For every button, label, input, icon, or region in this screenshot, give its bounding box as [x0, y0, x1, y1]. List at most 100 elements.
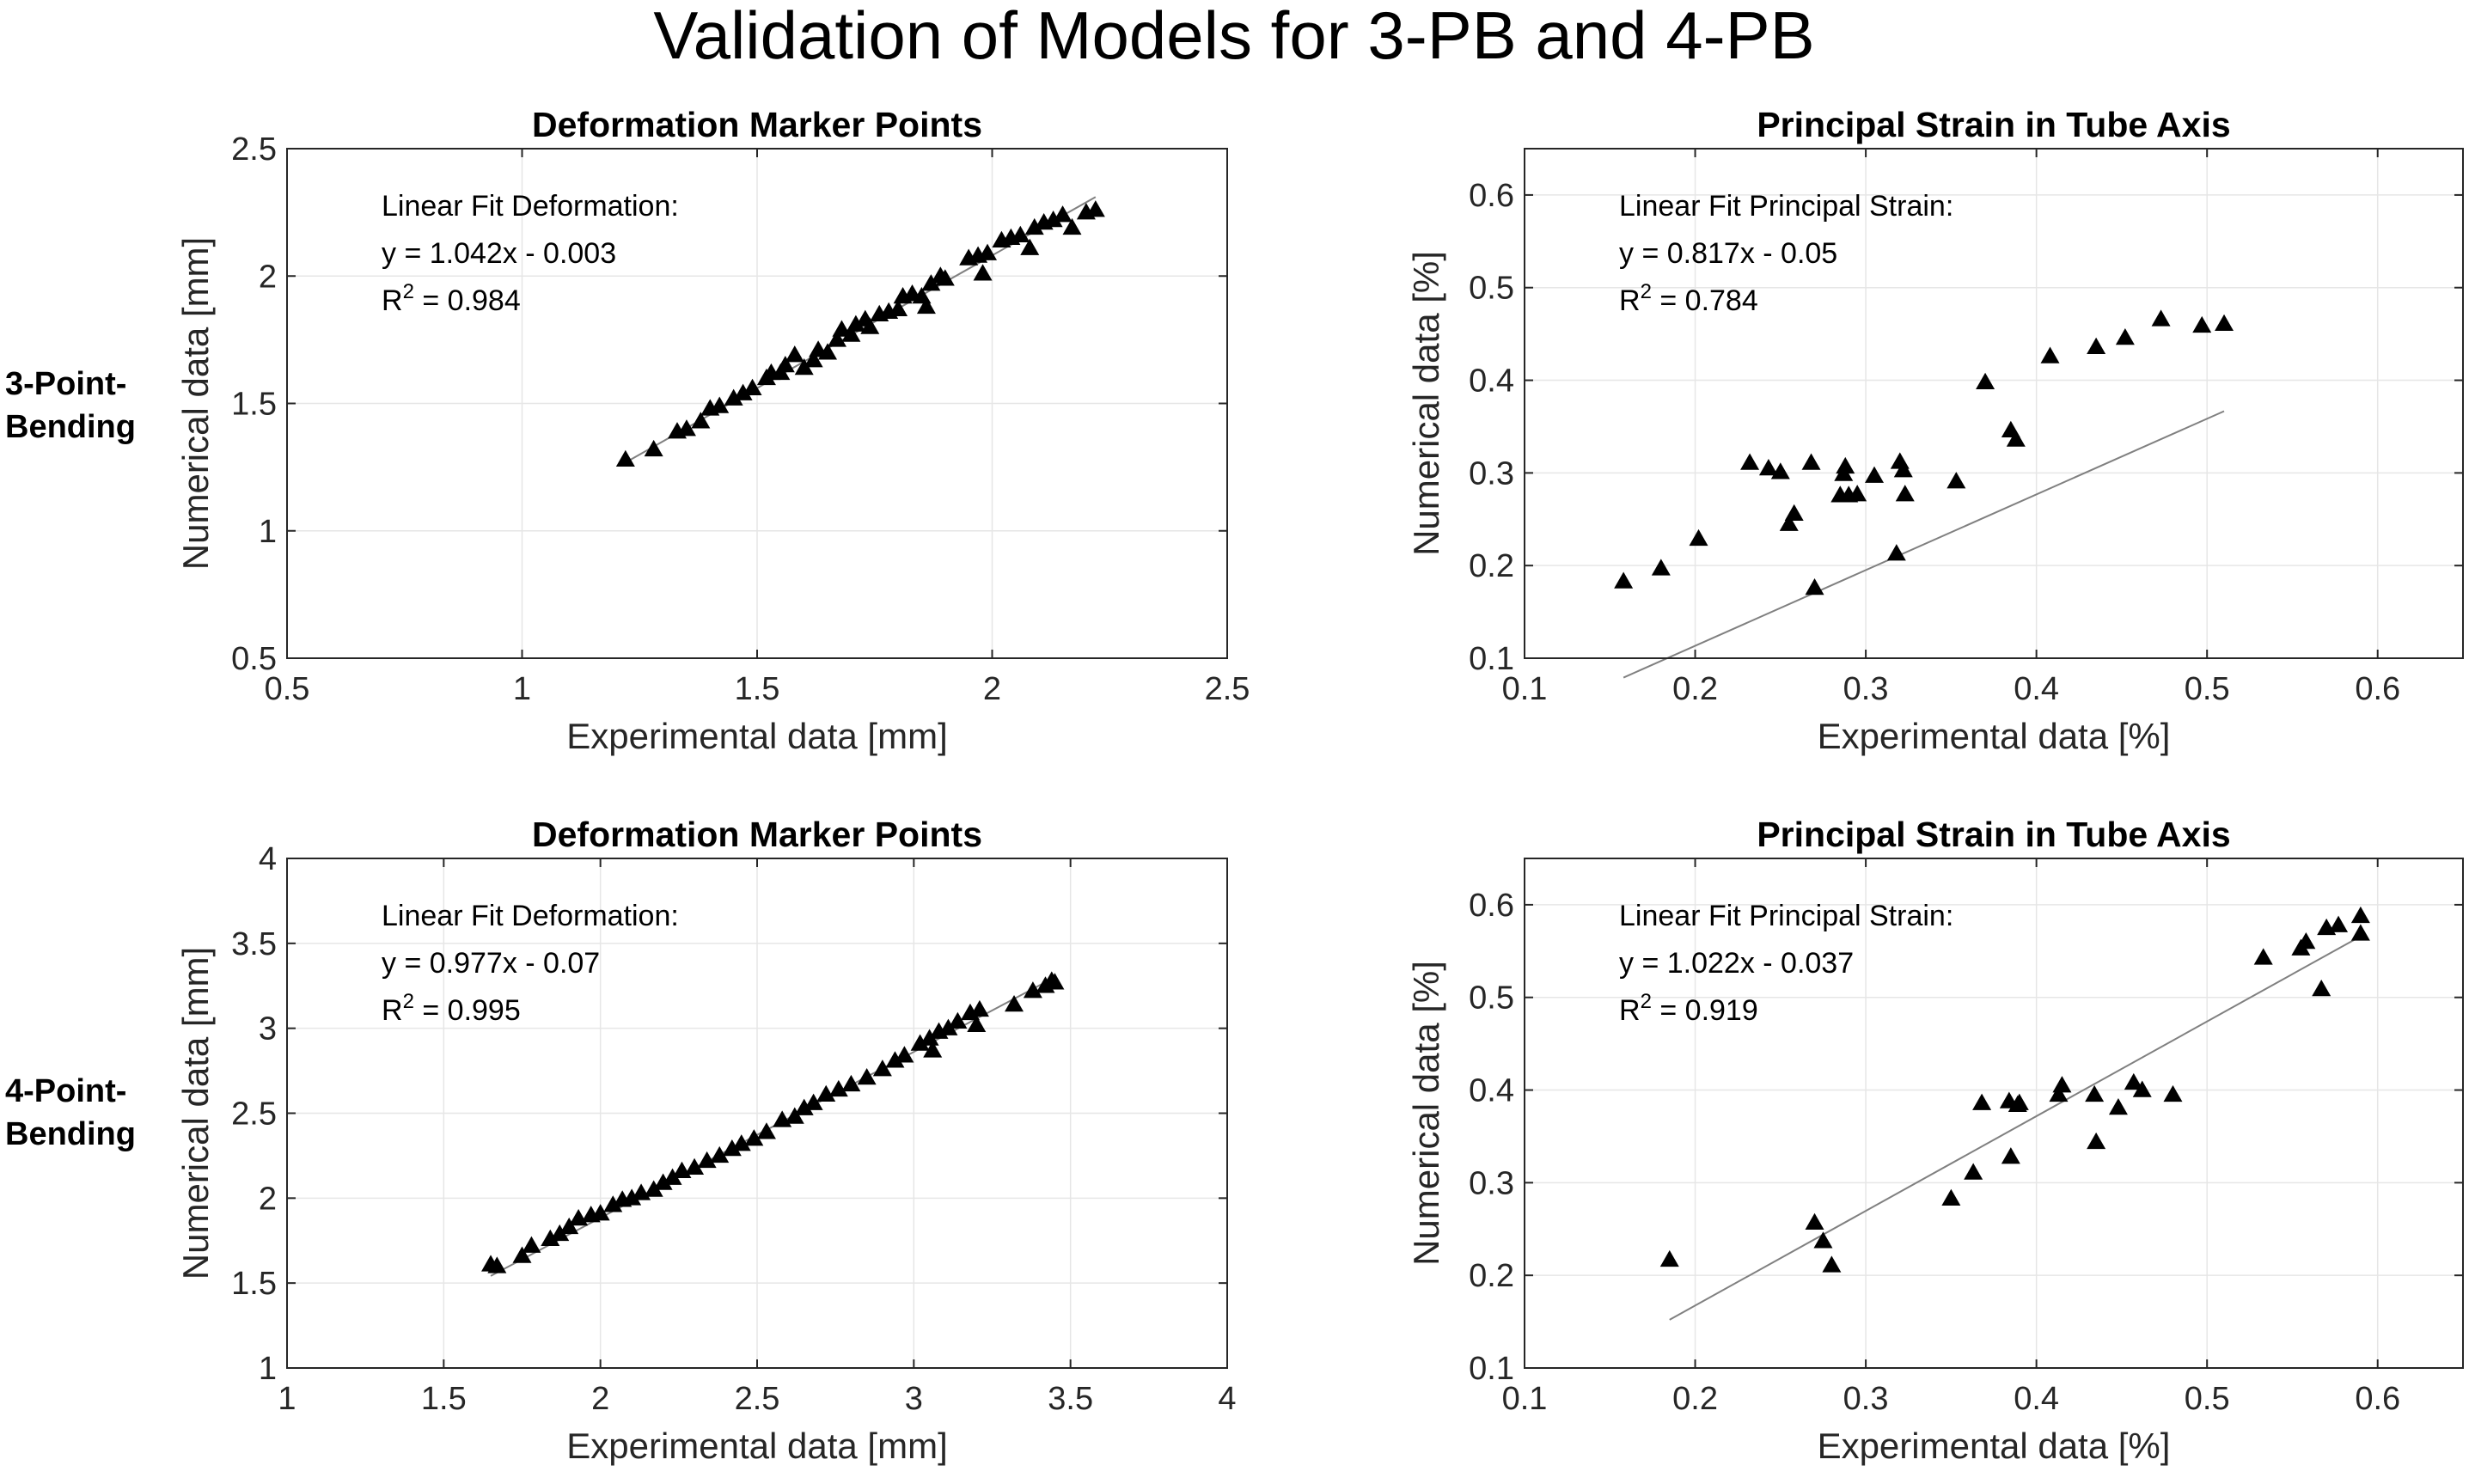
- data-point: [1740, 453, 1760, 470]
- data-point: [541, 1229, 560, 1247]
- data-point: [1813, 1231, 1833, 1249]
- data-point: [2215, 314, 2234, 332]
- data-point: [827, 330, 846, 347]
- data-point: [1805, 1212, 1824, 1230]
- chart-title: Deformation Marker Points: [532, 815, 982, 854]
- y-tick-label: 0.3: [1469, 1165, 1514, 1201]
- x-tick-label: 2.5: [735, 1381, 780, 1417]
- data-point: [2006, 430, 2026, 447]
- plot-area: [1525, 149, 2463, 658]
- y-tick-label: 0.3: [1469, 455, 1514, 492]
- y-tick-label: 2.5: [231, 1096, 277, 1133]
- data-point: [818, 343, 838, 360]
- data-point: [1964, 1163, 1983, 1180]
- x-tick-label: 0.4: [2014, 1381, 2059, 1417]
- data-point: [921, 274, 941, 291]
- y-tick-label: 0.2: [1469, 548, 1514, 584]
- data-point: [691, 412, 711, 429]
- data-point: [1865, 466, 1885, 483]
- x-tick-label: 0.5: [2185, 671, 2230, 707]
- x-tick-label: 0.1: [1502, 671, 1548, 707]
- data-point: [1659, 1249, 1679, 1267]
- data-point: [967, 1015, 987, 1032]
- y-tick-label: 2: [259, 259, 277, 295]
- data-point: [1024, 217, 1044, 235]
- data-point: [2087, 337, 2106, 354]
- fit-annotation-label: Linear Fit Deformation:: [382, 190, 679, 223]
- data-point: [923, 1041, 943, 1058]
- y-tick-label: 0.6: [1469, 888, 1514, 924]
- chart-bl: 1 1.5 2 2.5 3 3.5 4 1 1.5 2 2.5 3 3.5 4 Deformation Ma…: [175, 815, 1237, 1466]
- data-point: [487, 1256, 507, 1273]
- data-point: [1976, 372, 1995, 389]
- r2-letter: R: [382, 994, 403, 1027]
- axes-box: [1524, 148, 2464, 659]
- y-tick-label: 0.1: [1469, 641, 1514, 677]
- data-point: [2350, 924, 2370, 941]
- chart-br: 0.1 0.2 0.3 0.4 0.5 0.6 0.1 0.2 0.3 0.4 0.5 0.6 Prin…: [1406, 815, 2464, 1466]
- chart-tl: 0.5 1 1.5 2 2.5 0.5 1 1.5 2 2.5 Deformation Marker…: [175, 105, 1250, 756]
- fit-annotation-equation: y = 1.022x - 0.037: [1619, 947, 1854, 980]
- y-tick-label: 3: [259, 1011, 277, 1047]
- x-axis-label: Experimental data [mm]: [566, 716, 948, 756]
- chart-tr: 0.1 0.2 0.3 0.4 0.5 0.6 0.1 0.2 0.3 0.4 0.5 0.6 Prin…: [1406, 105, 2464, 756]
- data-point: [622, 1188, 642, 1206]
- data-point: [1614, 571, 1634, 589]
- data-point: [710, 396, 730, 413]
- r2-letter: R: [382, 284, 403, 317]
- data-point: [1020, 238, 1040, 255]
- r2-exponent: 2: [403, 280, 414, 303]
- x-tick-label: 1: [278, 1381, 296, 1417]
- data-point: [920, 1029, 939, 1046]
- data-point: [1972, 1093, 1992, 1110]
- data-point: [731, 1134, 751, 1151]
- row-label-3pb-line1: 3-Point-: [5, 366, 127, 402]
- data-point: [756, 1122, 776, 1139]
- data-point: [969, 999, 989, 1017]
- data-point: [935, 269, 955, 286]
- data-point: [816, 1084, 836, 1102]
- chart-title: Principal Strain in Tube Axis: [1757, 105, 2230, 144]
- data-point: [724, 388, 743, 406]
- r2-value: = 0.784: [1652, 284, 1758, 317]
- axes-box: [1524, 858, 2464, 1369]
- data-point: [676, 419, 696, 437]
- data-point: [2312, 980, 2331, 997]
- data-point: [885, 1051, 905, 1068]
- r2-exponent: 2: [403, 990, 414, 1013]
- data-point: [512, 1246, 532, 1263]
- data-point: [2085, 1084, 2105, 1102]
- row-label-4pb-line1: 4-Point-: [5, 1073, 127, 1109]
- data-point: [653, 1173, 673, 1190]
- data-point: [1893, 461, 1913, 478]
- x-tick-label: 0.6: [2355, 1381, 2400, 1417]
- data-point: [775, 356, 795, 373]
- data-point: [2115, 327, 2135, 345]
- y-tick-label: 0.5: [1469, 271, 1514, 307]
- data-point: [1011, 225, 1030, 243]
- data-point: [2253, 948, 2273, 965]
- data-point: [889, 299, 908, 317]
- data-point: [785, 1107, 804, 1124]
- data-point: [615, 449, 635, 467]
- data-point: [1770, 462, 1790, 479]
- data-point: [1895, 485, 1915, 502]
- x-tick-label: 0.5: [265, 671, 310, 707]
- data-point: [872, 1060, 892, 1077]
- y-tick-label: 0.1: [1469, 1351, 1514, 1387]
- y-tick-label: 1: [259, 1351, 277, 1387]
- data-point: [938, 1018, 958, 1035]
- data-point: [841, 1074, 861, 1092]
- chart-title: Deformation Marker Points: [532, 105, 982, 144]
- data-point: [1822, 1255, 1842, 1273]
- data-point: [2108, 1098, 2128, 1115]
- data-point: [710, 1145, 730, 1163]
- data-point: [644, 439, 663, 457]
- data-point: [1805, 578, 1824, 595]
- data-point: [2151, 309, 2171, 327]
- r2-exponent: 2: [1641, 990, 1652, 1013]
- data-point: [910, 1034, 930, 1051]
- data-point: [804, 1093, 823, 1110]
- r2-value: = 0.984: [414, 284, 521, 317]
- data-point: [697, 1151, 717, 1169]
